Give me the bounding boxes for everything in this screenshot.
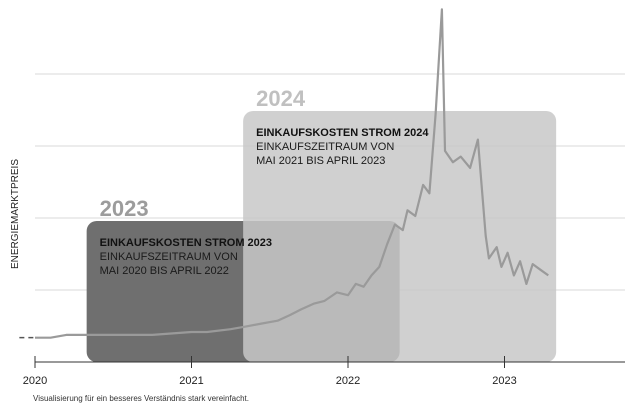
overlay-line2-2023: MAI 2020 BIS APRIL 2022 <box>100 265 229 277</box>
price-line-series-0 <box>35 8 549 339</box>
overlay-boxes: 2023 2024 <box>86 86 557 362</box>
x-tick-label-2020: 2020 <box>23 375 47 387</box>
overlay-line1-2023: EINKAUFSZEITRAUM VON <box>100 251 238 263</box>
overlay-year-2023: 2023 <box>100 196 149 221</box>
overlay-year-2024: 2024 <box>256 86 306 111</box>
overlay-line1-2024: EINKAUFSZEITRAUM VON <box>256 141 394 153</box>
x-tick-label-2022: 2022 <box>336 375 360 387</box>
x-tick-label-2023: 2023 <box>492 375 516 387</box>
overlay-box-2024 <box>243 111 557 362</box>
overlay-title-2023: EINKAUFSKOSTEN STROM 2023 <box>100 237 272 249</box>
overlay-line2-2024: MAI 2021 BIS APRIL 2023 <box>256 155 385 167</box>
price-line-layer <box>19 8 549 339</box>
overlay-title-2024: EINKAUFSKOSTEN STROM 2024 <box>256 127 429 139</box>
y-axis-label: ENERGIEMARKTPREIS <box>10 159 21 269</box>
x-axis: 2020 2021 2022 2023 <box>23 356 625 387</box>
footnote: Visualisierung für ein besseres Verständ… <box>33 394 249 403</box>
overlay-box-texts: EINKAUFSKOSTEN STROM 2023 EINKAUFSZEITRAU… <box>100 127 430 277</box>
x-tick-label-2021: 2021 <box>179 375 203 387</box>
